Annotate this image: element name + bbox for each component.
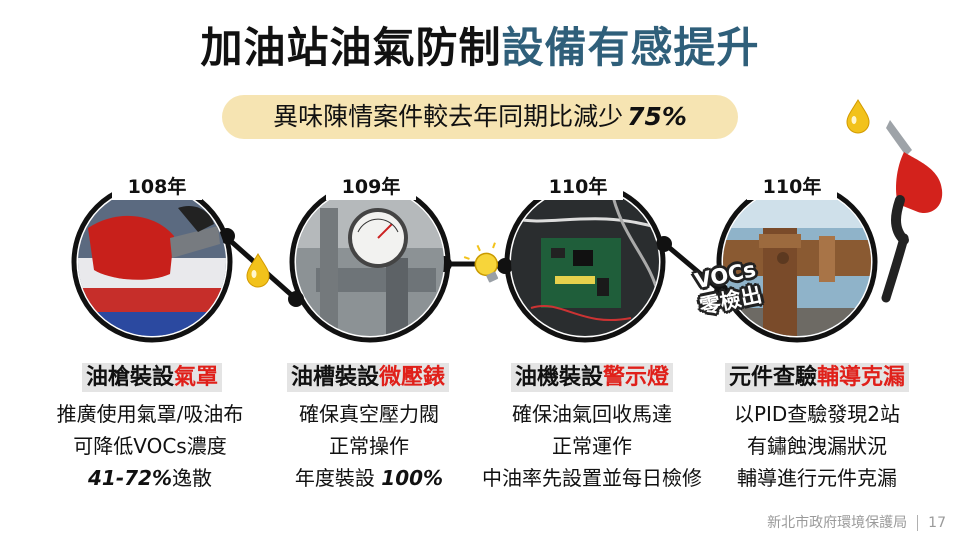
page-number: 17: [928, 515, 946, 531]
oil-drop-icon: [846, 99, 870, 134]
step-3-line-1: 確保油氣回收馬達: [512, 402, 672, 426]
step-2-line-3-bold: 100%: [381, 466, 444, 490]
step-1-line-1: 推廣使用氣罩/吸油布: [56, 402, 244, 426]
step-heading-2: 油槽裝設微壓錶: [256, 362, 480, 394]
step-description-3: 確保油氣回收馬達 正常運作 中油率先設置並每日檢修: [472, 398, 712, 494]
step-2-line-3-text: 年度裝設: [294, 466, 375, 490]
subtitle-percent: 75%: [627, 102, 687, 131]
step-heading-3: 油機裝設警示燈: [480, 362, 704, 394]
page-title: 加油站油氣防制設備有感提升: [0, 20, 960, 76]
footer-org: 新北市政府環境保護局: [767, 515, 908, 531]
circuit-board-photo: [511, 188, 659, 336]
step-description-4: 以PID查驗發現2站 有鏽蝕洩漏狀況 輔導進行元件克漏: [697, 398, 937, 494]
ring-dot-2: [288, 291, 304, 307]
step-4-line-3: 輔導進行元件克漏: [737, 466, 897, 490]
step-heading-2-red: 微壓錶: [379, 365, 446, 390]
year-label-3: 110年: [533, 174, 623, 200]
step-heading-3-black: 油機裝設: [514, 365, 603, 390]
subtitle-text: 異味陳情案件較去年同期比減少: [273, 102, 624, 131]
step-description-2: 確保真空壓力閥 正常操作 年度裝設 100%: [249, 398, 489, 494]
step-4-line-1: 以PID查驗發現2站: [733, 402, 901, 426]
nozzle-photo: [78, 188, 226, 336]
step-4-line-2: 有鏽蝕洩漏狀況: [747, 434, 887, 458]
footer: 新北市政府環境保護局 17: [767, 512, 946, 532]
step-2-line-1: 確保真空壓力閥: [299, 402, 439, 426]
step-1-line-3-text: 逸散: [172, 466, 212, 490]
connector-3-4: [663, 242, 724, 294]
ring-dot-5: [656, 236, 672, 252]
footer-separator: [917, 515, 919, 531]
title-part-1: 加油站油氣防制: [200, 23, 502, 72]
ring-dot-4: [497, 258, 513, 274]
step-heading-1-red: 氣罩: [174, 365, 219, 390]
step-1-line-3-bold: 41-72%: [87, 466, 172, 490]
step-heading-4: 元件查驗輔導克漏: [705, 362, 929, 394]
step-2-line-3: 年度裝設 100%: [249, 462, 489, 494]
step-3-line-3: 中油率先設置並每日檢修: [482, 466, 702, 490]
title-part-2: 設備有感提升: [501, 23, 760, 72]
step-3-line-2: 正常運作: [552, 434, 632, 458]
step-2-line-2: 正常操作: [329, 434, 409, 458]
subtitle-pill: 異味陳情案件較去年同期比減少 75%: [222, 95, 738, 139]
step-1-line-3: 41-72%逸散: [30, 462, 270, 494]
step-heading-2-black: 油槽裝設: [290, 365, 379, 390]
pressure-gauge-photo: [296, 188, 444, 336]
fuel-nozzle-icon: [881, 120, 943, 303]
year-label-1: 108年: [112, 174, 202, 200]
light-bulb-icon: [463, 242, 499, 283]
step-heading-3-red: 警示燈: [603, 365, 670, 390]
step-heading-4-red: 輔導克漏: [817, 365, 906, 390]
ring-dot-6: [714, 284, 730, 300]
step-heading-4-black: 元件查驗: [728, 365, 817, 390]
step-description-1: 推廣使用氣罩/吸油布 可降低VOCs濃度 41-72%逸散: [30, 398, 270, 494]
step-1-line-2: 可降低VOCs濃度: [73, 434, 227, 458]
step-heading-1: 油槍裝設氣罩: [40, 362, 264, 394]
year-label-4: 110年: [747, 174, 837, 200]
step-heading-1-black: 油槍裝設: [85, 365, 174, 390]
year-label-2: 109年: [326, 174, 416, 200]
ring-dot-1: [219, 228, 235, 244]
oil-drop-icon: [246, 253, 270, 288]
